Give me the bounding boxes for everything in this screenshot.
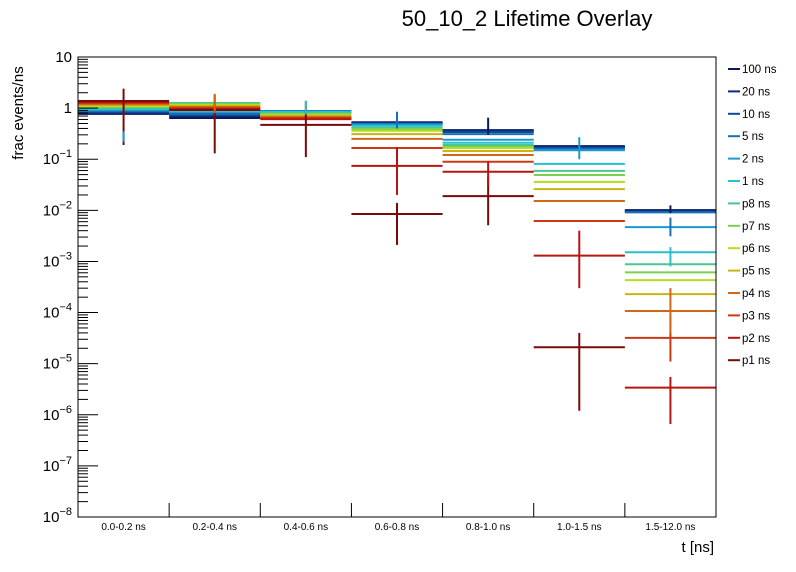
legend-item: 10 ns: [728, 109, 770, 121]
legend-item: p1 ns: [728, 355, 770, 367]
y-tick-label: 10−5: [43, 353, 72, 373]
y-axis-label: frac events/ns: [10, 66, 27, 159]
legend-label: p7 ns: [742, 221, 770, 233]
y-tick-label: 10−1: [43, 148, 72, 168]
y-tick-label: 10−4: [43, 302, 72, 322]
legend-item: p7 ns: [728, 221, 770, 233]
legend-label: 100 ns: [742, 64, 777, 76]
legend-item: 1 ns: [728, 176, 764, 188]
x-tick-label: 0.8-1.0 ns: [466, 522, 510, 533]
x-tick-label: 0.0-0.2 ns: [101, 522, 145, 533]
legend-label: 5 ns: [742, 131, 764, 143]
legend-label: p6 ns: [742, 243, 770, 255]
legend-item: p6 ns: [728, 243, 770, 255]
y-axis: 10 1 10−1 10−2 10−3 10−4 10−5 10−6 10−7 10−8: [43, 49, 98, 526]
y-tick-label: 1: [64, 100, 72, 117]
legend-label: p4 ns: [742, 288, 770, 300]
legend-item: p8 ns: [728, 198, 770, 210]
legend-item: 5 ns: [728, 131, 764, 143]
legend-item: p5 ns: [728, 266, 770, 278]
x-tick-label: 0.4-0.6 ns: [284, 522, 328, 533]
legend-label: 20 ns: [742, 86, 770, 98]
legend-label: 10 ns: [742, 109, 770, 121]
legend-item: 20 ns: [728, 86, 770, 98]
legend-label: p1 ns: [742, 355, 770, 367]
legend-item: p4 ns: [728, 288, 770, 300]
legend-item: 100 ns: [728, 64, 777, 76]
x-axis-label: t [ns]: [681, 539, 714, 556]
legend-label: p2 ns: [742, 333, 770, 345]
y-tick-label: 10−7: [43, 455, 72, 475]
legend-item: p3 ns: [728, 310, 770, 322]
legend: 100 ns 20 ns 10 ns 5 ns 2 ns 1 ns p8 ns p7 ns p6…: [728, 64, 777, 367]
x-tick-label: 0.6-0.8 ns: [375, 522, 419, 533]
x-tick-label: 1.0-1.5 ns: [557, 522, 601, 533]
y-tick-label: 10: [55, 49, 72, 66]
plot-area: [78, 88, 716, 425]
chart-title: 50_10_2 Lifetime Overlay: [402, 6, 653, 31]
plot-frame: [77, 56, 717, 518]
y-tick-label: 10−2: [43, 199, 72, 219]
y-tick-label: 10−3: [43, 250, 72, 270]
legend-item: 2 ns: [728, 154, 764, 166]
x-axis: 0.0-0.2 ns 0.2-0.4 ns 0.4-0.6 ns 0.6-0.8 ns…: [101, 503, 695, 533]
series-p5-ns: [78, 104, 716, 296]
x-tick-label: 0.2-0.4 ns: [192, 522, 236, 533]
legend-label: 2 ns: [742, 154, 764, 166]
legend-label: 1 ns: [742, 176, 764, 188]
legend-label: p3 ns: [742, 310, 770, 322]
y-tick-label: 10−8: [43, 506, 72, 526]
y-tick-label: 10−6: [43, 404, 72, 424]
x-tick-label: 1.5-12.0 ns: [645, 522, 695, 533]
legend-label: p8 ns: [742, 198, 770, 210]
legend-label: p5 ns: [742, 266, 770, 278]
legend-item: p2 ns: [728, 333, 770, 345]
